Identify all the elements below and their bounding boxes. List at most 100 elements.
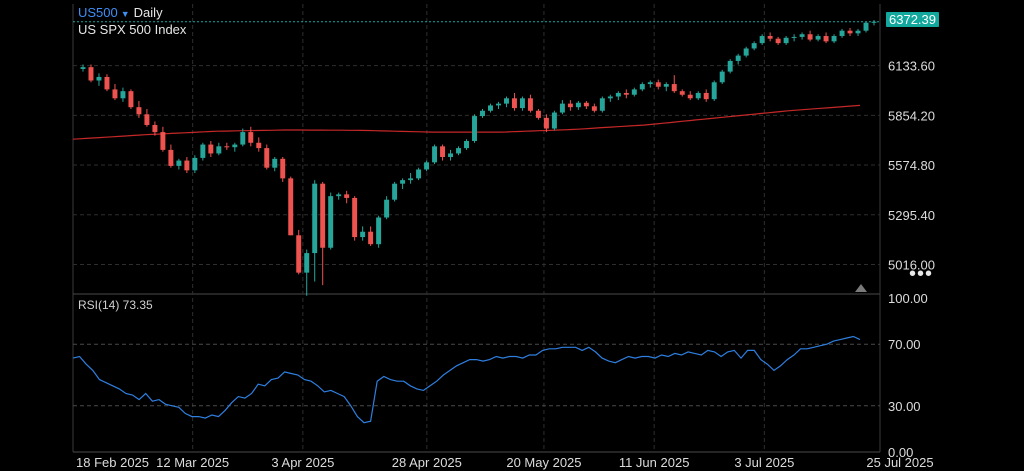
candle-body [687,94,693,99]
candle-body [176,160,182,166]
candle-body [695,92,701,99]
candle-body [743,48,749,56]
candle [208,140,214,158]
candle [631,87,637,97]
triangle-up-icon [855,284,867,292]
candle [599,96,605,113]
candle-body [751,43,757,49]
candle-body [352,197,358,238]
candle-body [384,199,390,218]
time-axis-label: 25 Jul 2025 [866,455,933,470]
candle-body [312,183,318,254]
candle [783,36,789,45]
axes: 6412.006133.605854.205574.805295.405016.… [76,9,935,470]
candle-body [264,148,270,168]
candle [464,139,469,150]
candle-body [559,103,565,113]
candle-body [328,196,334,248]
candle [408,173,414,184]
price-axis-label: 5574.80 [888,158,935,173]
timeframe-label[interactable]: Daily [133,5,163,20]
candle [727,59,733,74]
candle-body [256,142,262,149]
candle [248,126,254,147]
candle [96,73,102,86]
candle-body [727,60,733,72]
caret-down-icon[interactable]: ▼ [120,9,130,19]
candle-body [583,102,589,107]
time-axis-label: 12 Mar 2025 [156,455,229,470]
candle [743,46,749,58]
candle-body [432,146,438,163]
candle [695,91,701,101]
candle-body [551,112,557,129]
candle-body [280,158,286,179]
candle-body [639,84,645,90]
candle [360,226,366,241]
rsi-indicator-label[interactable]: RSI(14) 73.35 [78,298,153,312]
candle-body [839,30,845,37]
candle-body [735,55,741,61]
candle-body [575,102,581,108]
candle-body [80,67,86,69]
candle [751,41,757,51]
candle [256,137,262,152]
candle [495,101,501,109]
candle [232,142,238,152]
candle [503,96,509,108]
candle [607,94,613,102]
candle-body [440,146,446,158]
candle-body [128,91,134,108]
symbol-selector[interactable]: US500 ▼ Daily [78,5,163,20]
candle [392,181,398,202]
candle-body [831,36,837,42]
candle [799,32,805,40]
candle [416,167,422,181]
candle-body [775,38,781,44]
candle-body [344,194,350,198]
candle [823,32,829,44]
candle [655,79,661,90]
candle-body [655,82,661,87]
candle [647,80,653,88]
candle-body [120,91,126,99]
candle-body [232,144,238,148]
candle-body [607,96,613,99]
candle-body [871,21,877,23]
candle [551,110,557,131]
candle [687,91,693,101]
candle [336,192,342,200]
candle-body [392,183,398,200]
time-axis-label: 18 Feb 2025 [76,455,149,470]
candle [280,157,286,182]
rsi-axis-label: 100.00 [888,291,928,306]
candle [591,103,597,113]
candle [815,34,821,42]
candle-body [136,107,142,115]
candle-body [96,76,102,81]
candle-body [527,98,533,111]
candle-body [112,89,118,99]
grid [72,4,881,453]
more-dots-icon[interactable]: ••• [908,263,933,285]
candle-body [104,76,110,90]
candle-body [815,36,821,40]
candle-body [759,36,765,44]
candle-body [679,91,685,95]
ticker-label[interactable]: US500 [78,5,118,20]
candle-body [647,82,653,85]
candle-body [424,162,430,170]
candle [440,144,446,161]
candle [863,21,869,33]
candle [511,92,517,111]
candle-body [807,34,813,40]
candles [80,20,877,296]
candle [424,160,430,172]
candle-body [360,231,366,238]
candle-body [671,84,677,92]
candle-body [304,253,310,273]
candle-body [144,114,150,125]
candle [184,157,190,174]
candle-body [703,92,709,100]
